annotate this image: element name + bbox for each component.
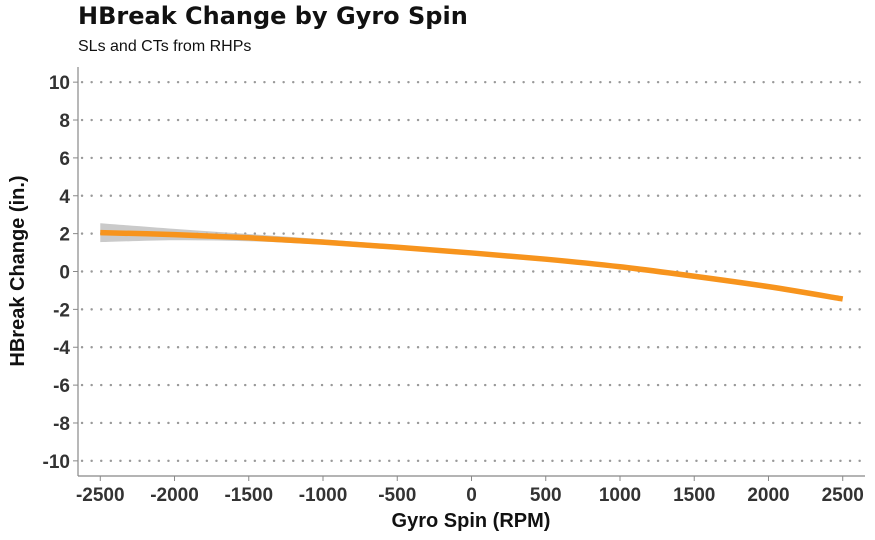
gridlines [80, 80, 863, 463]
y-tick-label: -6 [53, 376, 70, 397]
x-tick-label: -1000 [299, 485, 348, 506]
x-tick-label: 1500 [673, 485, 715, 506]
y-tick-label: 0 [59, 263, 70, 284]
y-tick-label: 2 [59, 225, 70, 246]
x-tick-label: 2000 [747, 485, 789, 506]
y-axis-title: HBreak Change (in.) [7, 175, 29, 366]
y-tick-label: -2 [53, 300, 70, 321]
chart-title: HBreak Change by Gyro Spin [78, 2, 468, 30]
x-tick-label: -1500 [224, 485, 273, 506]
x-tick-label: -500 [378, 485, 416, 506]
x-tick-label: -2500 [76, 485, 125, 506]
y-tick-label: 4 [59, 187, 70, 208]
x-tick-label: 0 [466, 485, 477, 506]
chart-subtitle: SLs and CTs from RHPs [78, 38, 252, 55]
x-tick-label: 1000 [599, 485, 641, 506]
y-tick-label: -8 [53, 414, 70, 435]
y-tick-label: -10 [43, 452, 70, 473]
y-tick-label: 8 [59, 111, 70, 132]
y-tick-label: 6 [59, 149, 70, 170]
series-line-layer [100, 229, 844, 302]
y-tick-label: 10 [49, 73, 70, 94]
x-tick-label: 500 [530, 485, 562, 506]
x-axis-title: Gyro Spin (RPM) [392, 510, 551, 532]
y-tick-label: -4 [53, 338, 70, 359]
x-tick-label: 2500 [822, 485, 864, 506]
x-tick-label: -2000 [150, 485, 199, 506]
y-axis-ticks: 10 8 6 4 2 0 -2 -4 -6 -8 -10 [43, 73, 78, 473]
series-line [100, 229, 844, 302]
x-axis-ticks: -2500 -2000 -1500 -1000 -500 0 500 1000 1500 2000… [76, 476, 864, 506]
